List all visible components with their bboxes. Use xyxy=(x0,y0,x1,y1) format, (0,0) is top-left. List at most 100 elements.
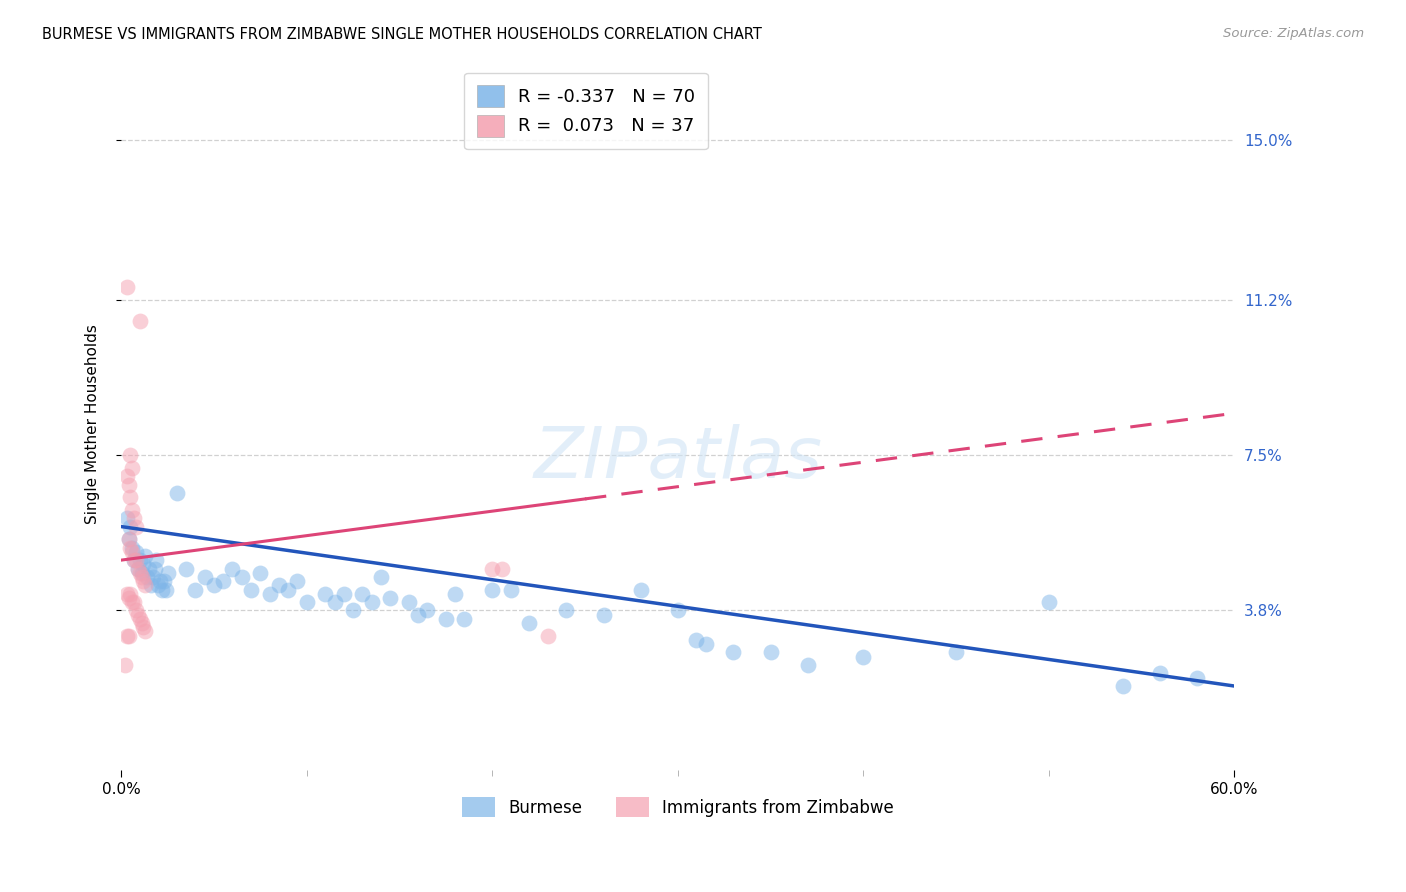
Point xyxy=(499,582,522,597)
Point xyxy=(120,519,142,533)
Point xyxy=(370,570,392,584)
Point xyxy=(153,574,176,588)
Point xyxy=(323,595,346,609)
Point xyxy=(945,645,967,659)
Point xyxy=(121,460,143,475)
Point xyxy=(630,582,652,597)
Point xyxy=(155,582,177,597)
Point xyxy=(131,616,153,631)
Point xyxy=(453,612,475,626)
Point xyxy=(114,658,136,673)
Point xyxy=(143,561,166,575)
Point xyxy=(115,629,138,643)
Point xyxy=(127,561,149,575)
Point xyxy=(491,561,513,575)
Point xyxy=(519,616,541,631)
Point xyxy=(342,603,364,617)
Point xyxy=(138,561,160,575)
Point xyxy=(125,553,148,567)
Point xyxy=(115,587,138,601)
Text: BURMESE VS IMMIGRANTS FROM ZIMBABWE SINGLE MOTHER HOUSEHOLDS CORRELATION CHART: BURMESE VS IMMIGRANTS FROM ZIMBABWE SING… xyxy=(42,27,762,42)
Point xyxy=(166,486,188,500)
Point xyxy=(132,620,155,634)
Point xyxy=(202,578,225,592)
Point xyxy=(481,582,503,597)
Point xyxy=(695,637,717,651)
Point xyxy=(127,561,149,575)
Point xyxy=(398,595,420,609)
Point xyxy=(416,603,439,617)
Point xyxy=(287,574,309,588)
Point xyxy=(117,477,139,491)
Point xyxy=(723,645,745,659)
Point xyxy=(194,570,217,584)
Point xyxy=(115,280,138,294)
Point xyxy=(212,574,235,588)
Y-axis label: Single Mother Households: Single Mother Households xyxy=(86,324,100,524)
Point xyxy=(759,645,782,659)
Point xyxy=(666,603,689,617)
Point xyxy=(852,649,875,664)
Point xyxy=(277,582,299,597)
Point xyxy=(132,558,155,572)
Point xyxy=(127,607,149,622)
Point xyxy=(149,574,172,588)
Point xyxy=(121,595,143,609)
Point xyxy=(150,582,173,597)
Point xyxy=(434,612,457,626)
Point xyxy=(1149,666,1171,681)
Point xyxy=(134,624,156,639)
Point xyxy=(333,587,356,601)
Point xyxy=(128,566,150,580)
Point xyxy=(184,582,207,597)
Text: Source: ZipAtlas.com: Source: ZipAtlas.com xyxy=(1223,27,1364,40)
Point xyxy=(537,629,560,643)
Point xyxy=(117,629,139,643)
Point xyxy=(128,612,150,626)
Point xyxy=(139,578,162,592)
Point xyxy=(1187,671,1209,685)
Point xyxy=(120,541,142,555)
Point xyxy=(121,502,143,516)
Point xyxy=(145,553,167,567)
Point xyxy=(117,532,139,546)
Point xyxy=(267,578,290,592)
Point xyxy=(121,541,143,555)
Point xyxy=(122,553,145,567)
Point xyxy=(406,607,429,622)
Point xyxy=(128,553,150,567)
Point xyxy=(120,448,142,462)
Point xyxy=(231,570,253,584)
Point xyxy=(221,561,243,575)
Point xyxy=(240,582,263,597)
Point xyxy=(122,511,145,525)
Point xyxy=(796,658,818,673)
Point xyxy=(132,574,155,588)
Point xyxy=(380,591,402,605)
Point xyxy=(249,566,271,580)
Point xyxy=(120,587,142,601)
Point xyxy=(122,595,145,609)
Point xyxy=(134,578,156,592)
Legend: Burmese, Immigrants from Zimbabwe: Burmese, Immigrants from Zimbabwe xyxy=(456,790,901,824)
Point xyxy=(259,587,281,601)
Point xyxy=(115,511,138,525)
Point xyxy=(120,490,142,504)
Point xyxy=(121,545,143,559)
Point xyxy=(295,595,318,609)
Point xyxy=(128,314,150,328)
Point xyxy=(117,532,139,546)
Point xyxy=(136,570,159,584)
Point xyxy=(1038,595,1060,609)
Point xyxy=(481,561,503,575)
Point xyxy=(142,570,165,584)
Point xyxy=(156,566,179,580)
Point xyxy=(685,632,707,647)
Point xyxy=(134,549,156,563)
Point xyxy=(352,587,374,601)
Text: ZIPatlas: ZIPatlas xyxy=(533,424,823,493)
Point xyxy=(125,519,148,533)
Point xyxy=(555,603,578,617)
Point xyxy=(444,587,467,601)
Point xyxy=(314,587,336,601)
